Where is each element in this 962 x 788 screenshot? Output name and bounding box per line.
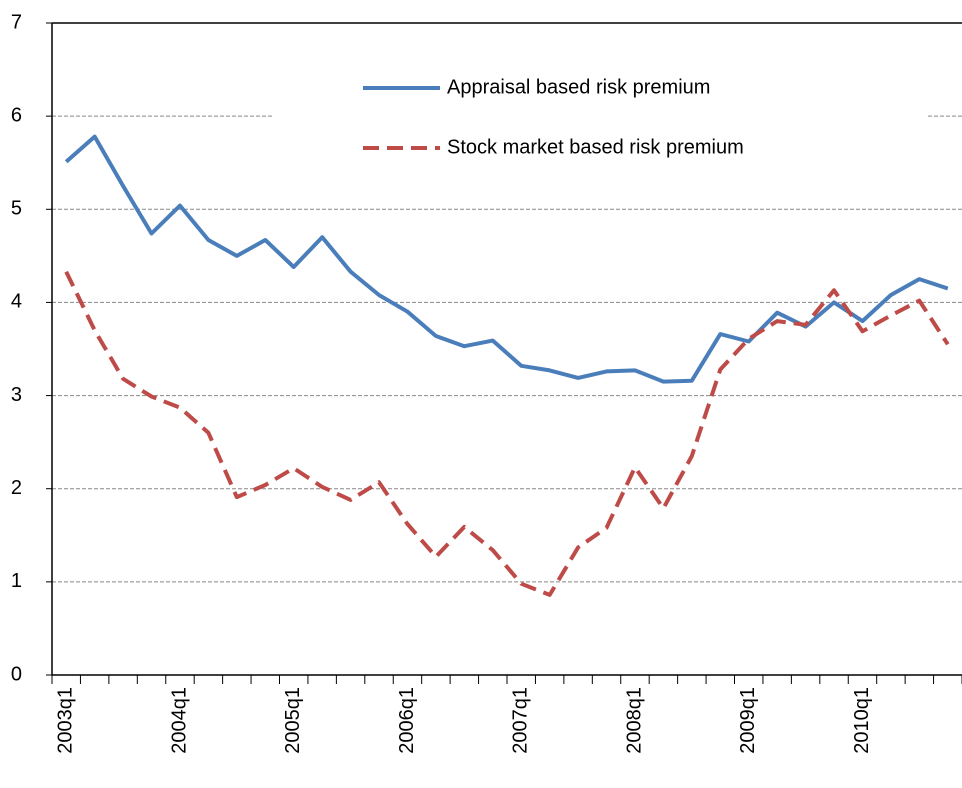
x-tick-label: 2004q1 <box>168 687 190 754</box>
y-tick-label: 4 <box>11 291 22 313</box>
x-tick-label: 2007q1 <box>510 687 532 754</box>
series-line <box>64 270 950 597</box>
y-tick-label: 6 <box>11 104 22 126</box>
y-tick-label: 1 <box>11 570 22 592</box>
y-tick-label: 3 <box>11 384 22 406</box>
legend-label: Appraisal based risk premium <box>447 76 710 98</box>
y-tick-label: 2 <box>11 477 22 499</box>
x-tick-label: 2010q1 <box>851 687 873 754</box>
x-tick-label: 2008q1 <box>623 687 645 754</box>
x-tick-label: 2003q1 <box>55 687 77 754</box>
legend-box <box>272 66 928 178</box>
y-tick-label: 5 <box>11 198 22 220</box>
x-tick-label: 2009q1 <box>737 687 759 754</box>
y-tick-label: 7 <box>11 11 22 33</box>
y-tick-label: 0 <box>11 663 22 685</box>
x-tick-label: 2006q1 <box>396 687 418 754</box>
legend-label: Stock market based risk premium <box>447 136 744 158</box>
x-tick-label: 2005q1 <box>282 687 304 754</box>
